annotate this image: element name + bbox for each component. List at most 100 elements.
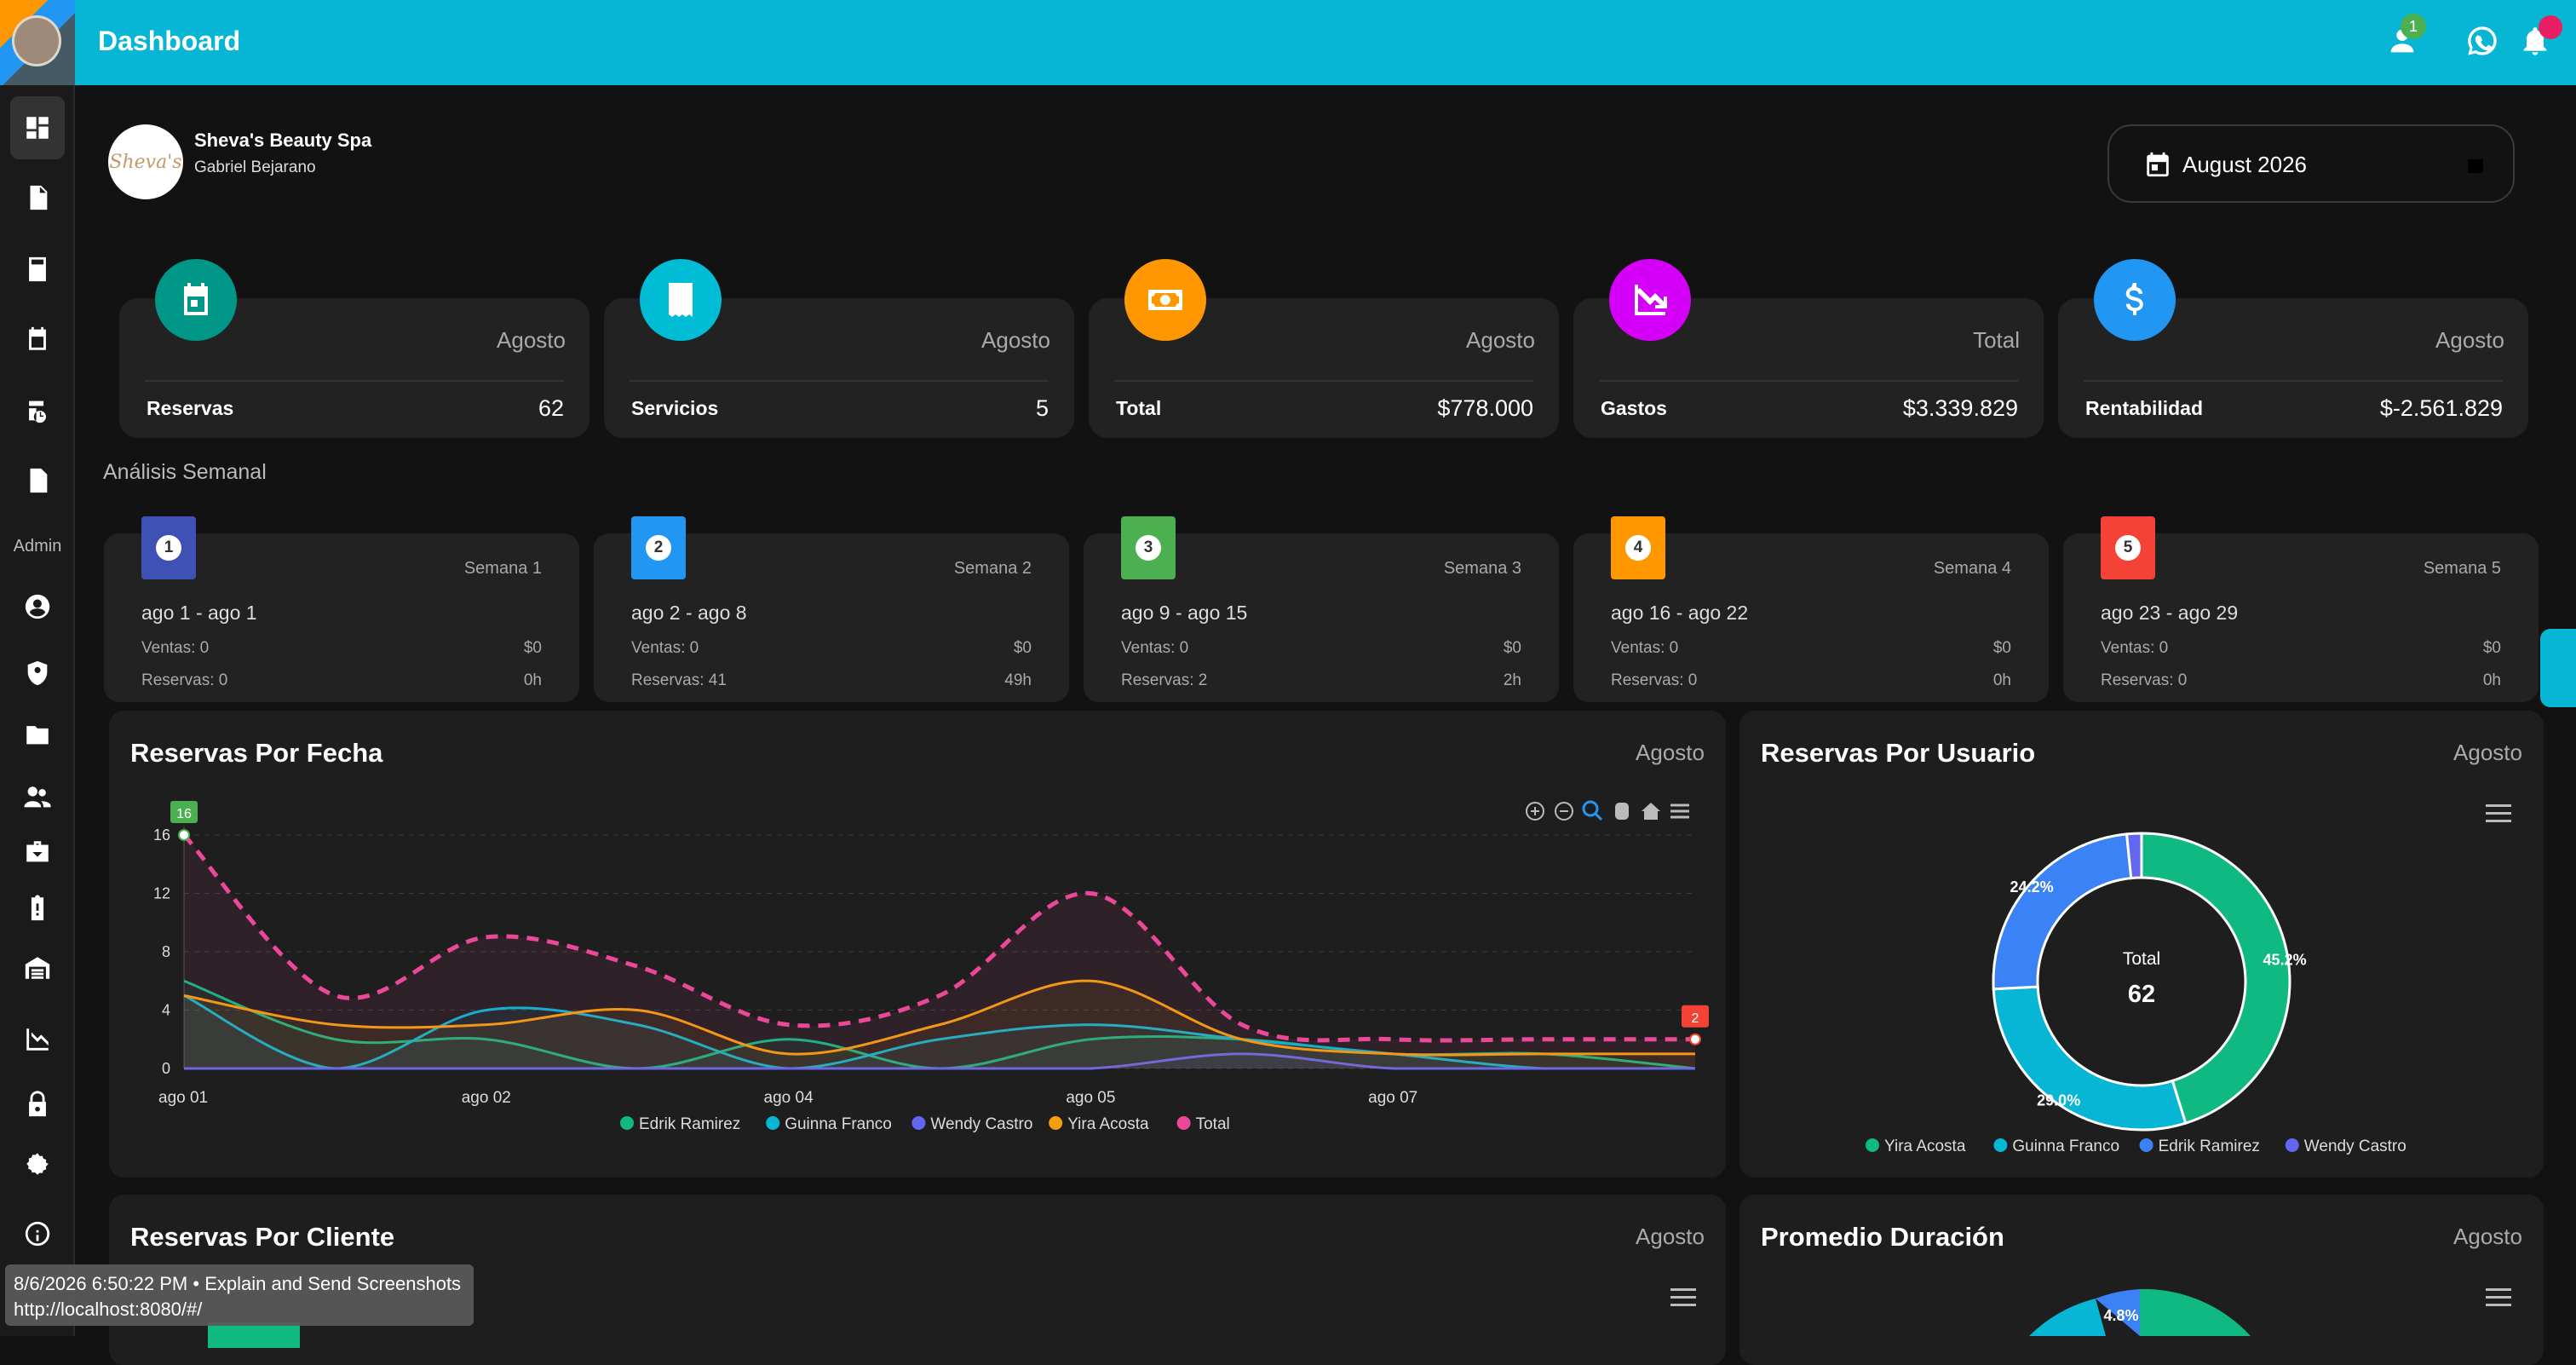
- week-range: ago 9 - ago 15: [1121, 602, 1248, 624]
- week-number: 2: [646, 535, 671, 561]
- chart-menu-icon[interactable]: [1670, 803, 1689, 819]
- legend-marker: [1176, 1116, 1191, 1130]
- pie-slice: [2096, 1289, 2140, 1336]
- week-reservas-label: Reservas: 41: [631, 671, 727, 689]
- week-ventas-value: $0: [523, 639, 542, 657]
- zoom-in-icon[interactable]: [1526, 802, 1544, 821]
- calendar-picker-icon[interactable]: [2465, 155, 2486, 176]
- sidebar-item-calendar[interactable]: [10, 308, 65, 371]
- legend-label: Edrik Ramirez: [639, 1115, 740, 1133]
- sidebar-item-lock[interactable]: [10, 1073, 65, 1136]
- series-line-wendy-castro: [183, 1052, 1695, 1070]
- bar-mark: [208, 1322, 300, 1348]
- annotation-badge: [170, 801, 198, 823]
- sidebar-item-info[interactable]: [10, 1202, 65, 1265]
- stat-card-rentabilidad: Agosto Rentabilidad $-2.561.829: [2058, 259, 2528, 438]
- reservas-por-fecha-panel: Reservas Por Fecha Agosto 0 4 8 12 16 ago 01 a…: [109, 711, 1726, 1178]
- month-picker[interactable]: August 2026: [2107, 124, 2515, 203]
- chart-menu-icon[interactable]: [2486, 1288, 2511, 1307]
- reservas-por-usuario-chart: 45.2% 29.0% 24.2% Total 62 Yira Acosta Guinna …: [1866, 832, 2406, 1155]
- sidebar-item-dashboard[interactable]: [10, 96, 65, 159]
- business-logo-text: Sheva's: [109, 151, 182, 173]
- week-number-badge: 1: [141, 516, 196, 579]
- x-tick-label: ago 05: [1066, 1089, 1115, 1107]
- week-ventas-label: Ventas: 0: [1611, 639, 1679, 657]
- week-reservas-value: 0h: [2482, 671, 2501, 689]
- y-tick-label: 8: [162, 943, 170, 960]
- sidebar-item-profile[interactable]: [10, 575, 65, 638]
- home-icon[interactable]: [1642, 803, 1660, 820]
- stat-card-total: Agosto Total $778.000: [1089, 259, 1559, 438]
- annotation-point: [1689, 1033, 1701, 1045]
- pan-icon[interactable]: [1615, 803, 1629, 820]
- sidebar-item-schedule[interactable]: [10, 379, 65, 442]
- calculator-icon: [29, 256, 46, 282]
- legend-label: Wendy Castro: [2304, 1138, 2406, 1155]
- receipt-icon: [640, 259, 722, 341]
- stat-label: Servicios: [631, 397, 719, 419]
- series-area: [184, 981, 1695, 1068]
- users-icon: [24, 786, 51, 808]
- floating-side-tab[interactable]: [2540, 629, 2576, 707]
- series-line-yira-acosta: [183, 979, 1695, 1057]
- dollar-icon: [2094, 259, 2176, 341]
- panel-period: Agosto: [2453, 1224, 2522, 1249]
- business-owner: Gabriel Bejarano: [194, 158, 316, 176]
- stat-label: Gastos: [1601, 397, 1667, 419]
- sidebar-item-briefcase[interactable]: [10, 821, 65, 884]
- sidebar-item-folder[interactable]: [10, 703, 65, 766]
- stat-value: 62: [538, 395, 564, 421]
- sidebar-item-users[interactable]: [10, 766, 65, 829]
- panel-period: Agosto: [1636, 1224, 1705, 1249]
- series-area: [184, 835, 1695, 1068]
- sidebar: Admin: [0, 0, 75, 1336]
- panel-title: Reservas Por Fecha: [130, 738, 383, 768]
- panel-period: Agosto: [1636, 740, 1705, 765]
- whatsapp-icon[interactable]: [2465, 24, 2503, 61]
- chart-menu-icon[interactable]: [2486, 804, 2511, 823]
- sidebar-item-settings[interactable]: [10, 1132, 65, 1195]
- legend-marker: [1049, 1116, 1063, 1130]
- sidebar-item-chart[interactable]: [10, 1008, 65, 1071]
- annotation-label: 2: [1692, 1011, 1699, 1026]
- week-card-3: 3 Semana 3 ago 9 - ago 15 Ventas: 0 $0 Reserv…: [1084, 516, 1559, 702]
- business-name: Sheva's Beauty Spa: [194, 130, 372, 151]
- week-ventas-value: $0: [1992, 639, 2011, 657]
- week-ventas-value: $0: [2482, 639, 2501, 657]
- legend-label: Yira Acosta: [1067, 1115, 1149, 1133]
- sidebar-item-reports[interactable]: [10, 166, 65, 229]
- zoom-select-icon[interactable]: [1582, 800, 1603, 821]
- sidebar-item-security[interactable]: [10, 642, 65, 705]
- warehouse-icon: [25, 957, 50, 979]
- profile-icon: [25, 594, 50, 619]
- reservas-por-usuario-panel: Reservas Por Usuario Agosto 45.2% 29.0% 24…: [1739, 711, 2544, 1178]
- annotation-point: [178, 829, 190, 841]
- lock-icon: [29, 1091, 46, 1117]
- sidebar-item-documents[interactable]: [10, 449, 65, 512]
- week-name: Semana 2: [953, 559, 1032, 578]
- week-ventas-label: Ventas: 0: [1121, 639, 1189, 657]
- chart-icon: [26, 1028, 49, 1051]
- sidebar-item-clipboard[interactable]: [10, 877, 65, 940]
- stat-value: $3.339.829: [1902, 395, 2018, 421]
- legend-label: Guinna Franco: [785, 1115, 892, 1133]
- week-ventas-label: Ventas: 0: [141, 639, 210, 657]
- stat-period: Total: [1973, 327, 2020, 353]
- week-name: Semana 1: [463, 559, 542, 578]
- info-icon: [25, 1221, 50, 1247]
- week-card-2: 2 Semana 2 ago 2 - ago 8 Ventas: 0 $0 Reserva…: [594, 516, 1069, 702]
- week-number-badge: 3: [1121, 516, 1176, 579]
- screenshot-tooltip: 8/6/2026 6:50:22 PM • Explain and Send S…: [5, 1264, 474, 1326]
- legend-marker: [620, 1116, 634, 1130]
- chart-menu-icon[interactable]: [1670, 1288, 1696, 1307]
- week-card-5: 5 Semana 5 ago 23 - ago 29 Ventas: 0 $0 Reser…: [2063, 516, 2539, 702]
- app-logo[interactable]: [0, 0, 75, 85]
- schedule-icon: [29, 400, 46, 423]
- sidebar-item-calculator[interactable]: [10, 238, 65, 301]
- pie-slice: [2140, 1288, 2251, 1336]
- sidebar-item-warehouse[interactable]: [10, 936, 65, 999]
- series-area: [184, 1053, 1695, 1068]
- zoom-out-icon[interactable]: [1555, 802, 1573, 821]
- reports-icon: [30, 185, 48, 210]
- clipboard-icon: [31, 895, 44, 921]
